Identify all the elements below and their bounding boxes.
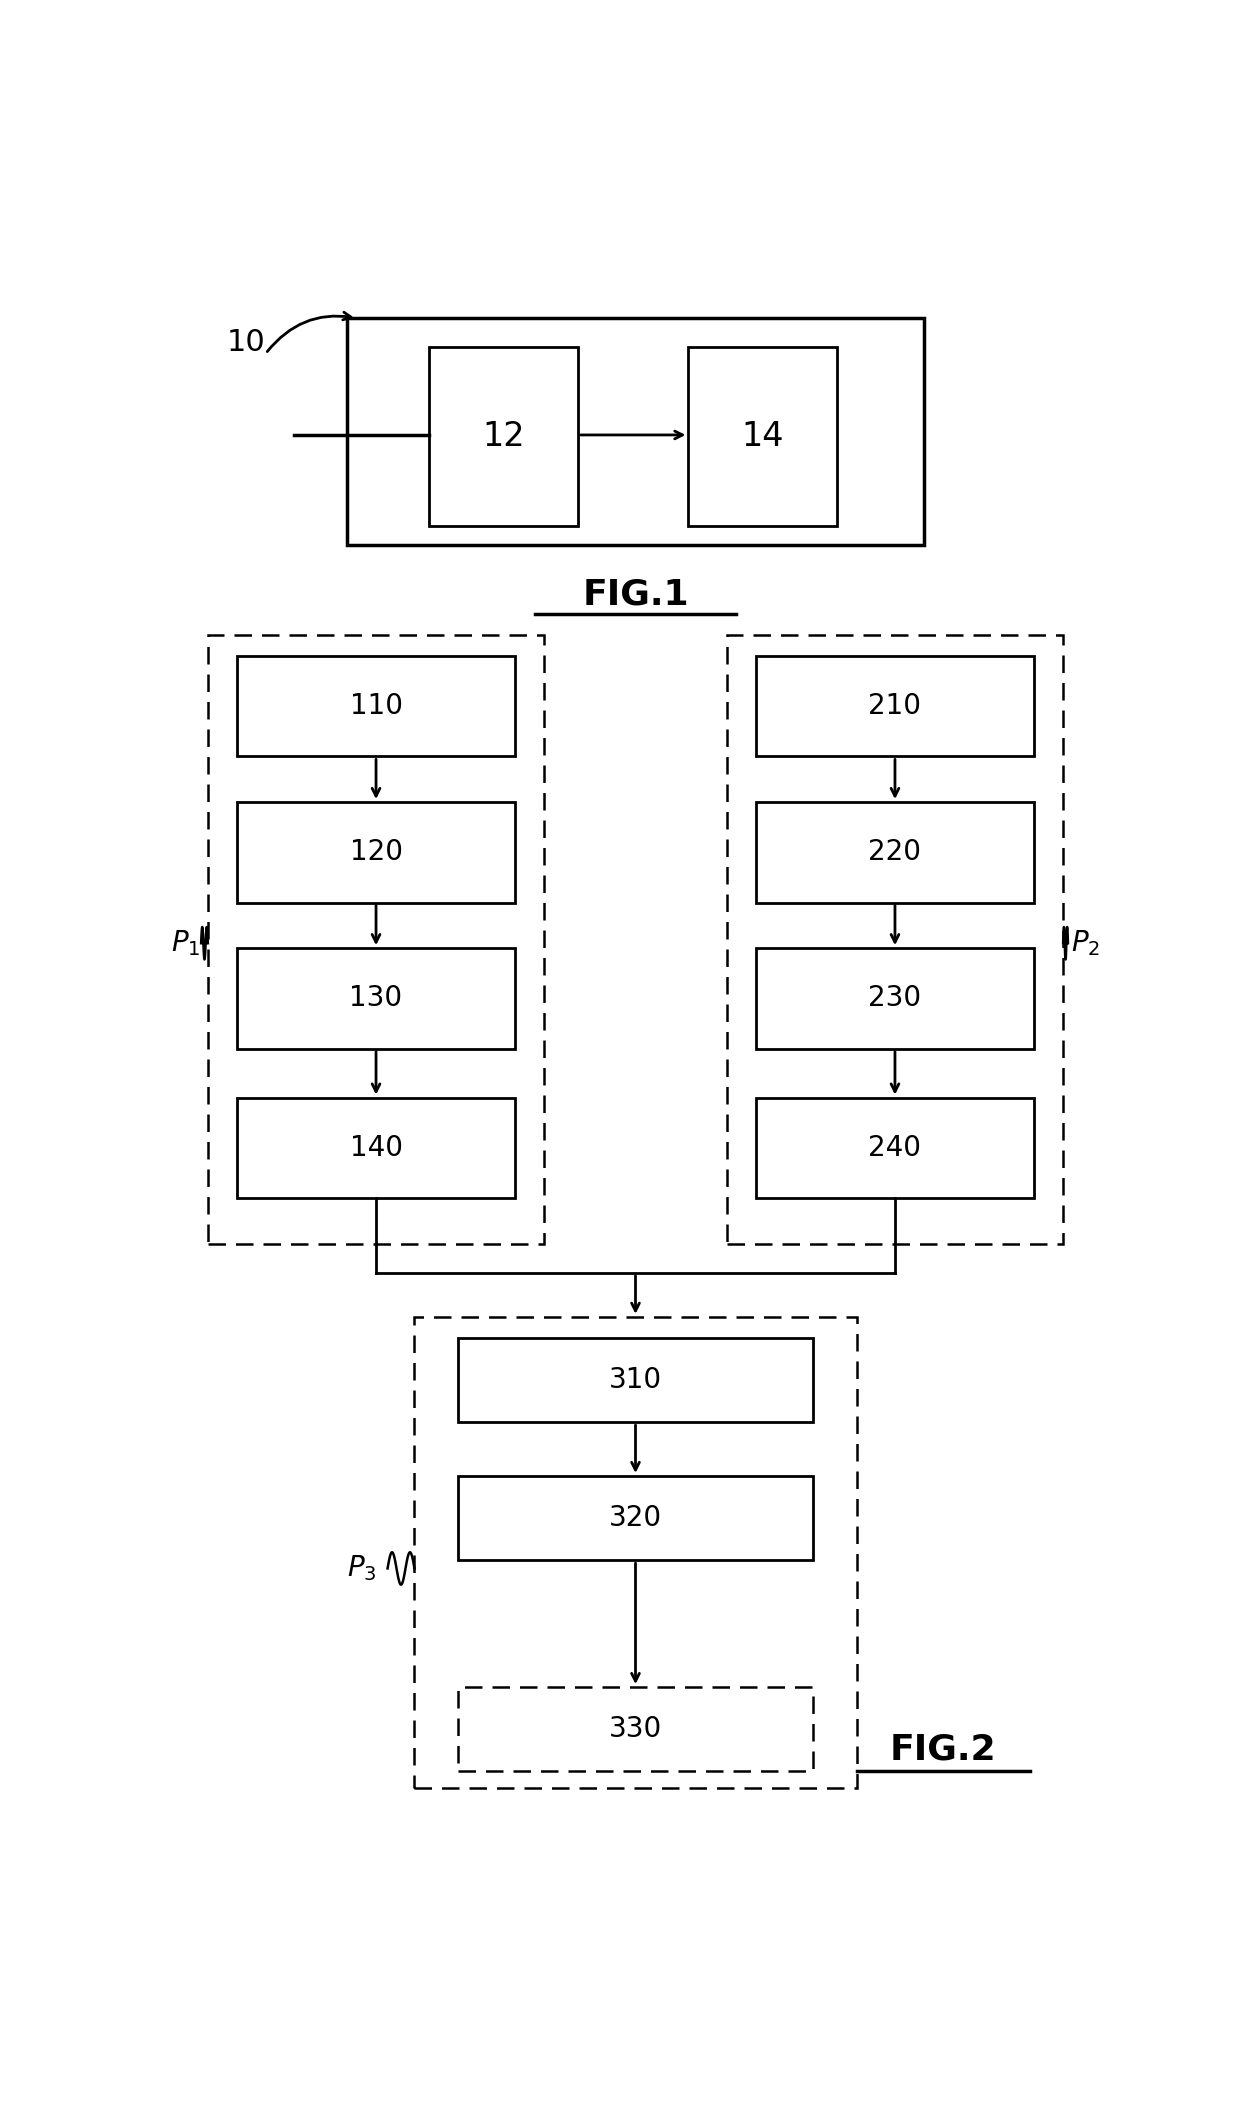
- Text: 230: 230: [868, 985, 921, 1012]
- Text: 320: 320: [609, 1504, 662, 1531]
- Bar: [237, 801, 516, 903]
- Text: 210: 210: [868, 692, 921, 719]
- Text: 330: 330: [609, 1715, 662, 1744]
- Text: 10: 10: [227, 327, 265, 356]
- Text: 220: 220: [868, 837, 921, 867]
- Bar: [755, 656, 1034, 757]
- Bar: [755, 1097, 1034, 1198]
- Bar: [755, 949, 1034, 1048]
- Bar: [688, 348, 837, 525]
- Bar: [458, 1337, 813, 1421]
- Bar: [237, 1097, 516, 1198]
- Bar: [237, 656, 516, 757]
- Text: 12: 12: [482, 420, 525, 453]
- Bar: [458, 1687, 813, 1772]
- Text: 130: 130: [350, 985, 403, 1012]
- Bar: [727, 635, 1063, 1244]
- Text: FIG.2: FIG.2: [890, 1734, 996, 1767]
- Bar: [755, 801, 1034, 903]
- Text: $P_3$: $P_3$: [347, 1554, 377, 1584]
- Bar: [414, 1316, 857, 1788]
- Text: 140: 140: [350, 1135, 403, 1162]
- Text: 120: 120: [350, 837, 403, 867]
- Text: 110: 110: [350, 692, 403, 719]
- Text: $P_1$: $P_1$: [171, 928, 201, 957]
- Text: 14: 14: [742, 420, 784, 453]
- Bar: [429, 348, 578, 525]
- Text: 310: 310: [609, 1367, 662, 1394]
- Text: FIG.1: FIG.1: [583, 578, 688, 612]
- Bar: [347, 318, 924, 546]
- Text: 240: 240: [868, 1135, 921, 1162]
- Bar: [208, 635, 544, 1244]
- Bar: [458, 1476, 813, 1561]
- Bar: [237, 949, 516, 1048]
- Text: $P_2$: $P_2$: [1070, 928, 1100, 957]
